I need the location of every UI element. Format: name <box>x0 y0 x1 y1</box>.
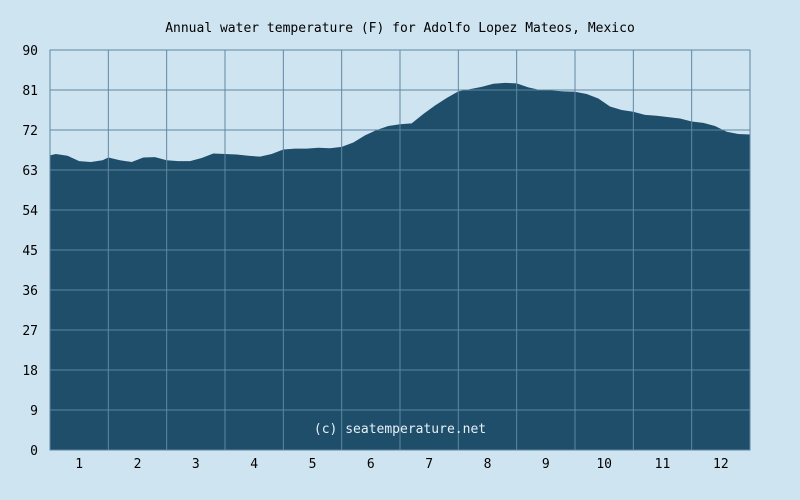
x-tick-label: 11 <box>655 457 671 472</box>
y-tick-label: 90 <box>22 44 38 59</box>
x-tick-label: 3 <box>192 457 200 472</box>
chart-title: Annual water temperature (F) for Adolfo … <box>165 21 635 36</box>
y-tick-label: 54 <box>22 204 38 219</box>
x-tick-label: 1 <box>75 457 83 472</box>
x-tick-label: 10 <box>596 457 612 472</box>
x-tick-label: 7 <box>425 457 433 472</box>
x-tick-label: 8 <box>484 457 492 472</box>
x-axis: 1 2 3 4 5 6 7 8 9 10 11 12 <box>75 457 728 472</box>
y-tick-label: 45 <box>22 244 38 259</box>
y-tick-label: 27 <box>22 324 38 339</box>
x-tick-label: 4 <box>250 457 258 472</box>
y-tick-label: 18 <box>22 364 38 379</box>
x-tick-label: 2 <box>134 457 142 472</box>
plot-frame <box>49 49 751 451</box>
x-tick-label: 9 <box>542 457 550 472</box>
credit-text: (c) seatemperature.net <box>314 422 486 437</box>
x-tick-label: 6 <box>367 457 375 472</box>
x-tick-label: 5 <box>309 457 317 472</box>
y-tick-label: 63 <box>22 164 38 179</box>
y-tick-label: 9 <box>30 404 38 419</box>
x-tick-label: 12 <box>713 457 729 472</box>
y-tick-label: 81 <box>22 84 38 99</box>
y-axis: 0 9 18 27 36 45 54 63 72 81 90 <box>22 44 38 459</box>
y-tick-label: 0 <box>30 444 38 459</box>
y-tick-label: 72 <box>22 124 38 139</box>
y-tick-label: 36 <box>22 284 38 299</box>
